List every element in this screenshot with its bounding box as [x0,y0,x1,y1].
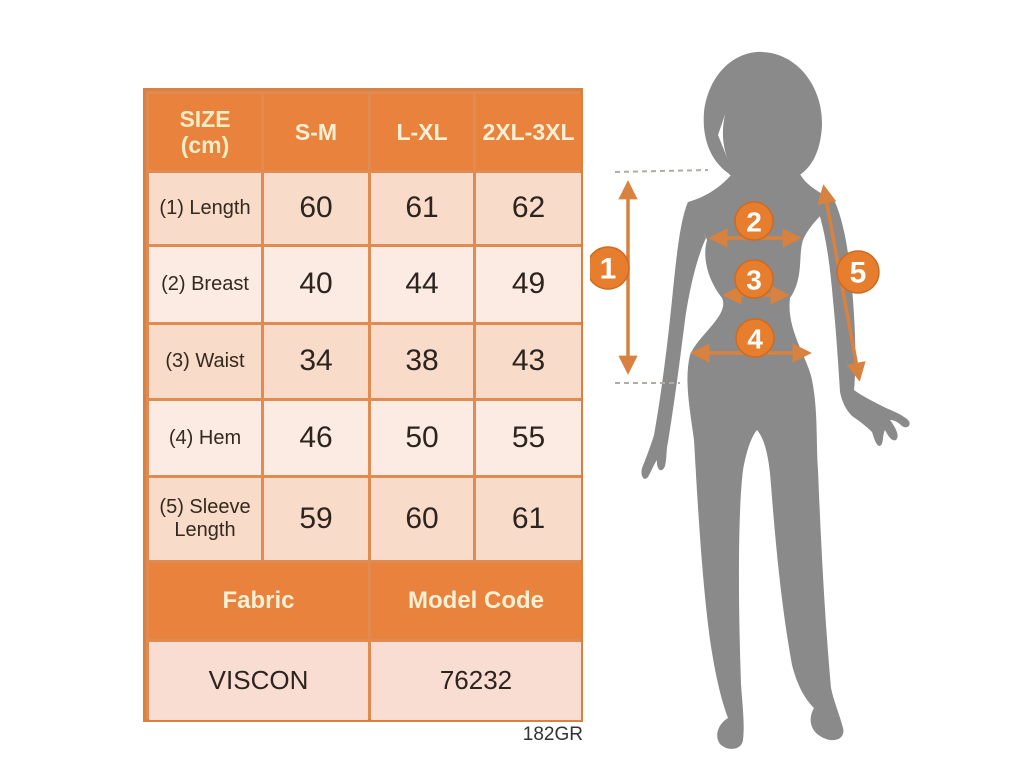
silhouette-body [687,168,844,749]
silhouette-left-arm [641,202,706,479]
figure-svg: 1 2 3 4 5 [586,51,910,749]
row-label-hem: (4) Hem [149,401,261,475]
marker-number-3: 3 [746,265,762,296]
marker-circle-2 [734,201,774,241]
value-waist-2xl3xl: 43 [476,325,581,398]
silhouette-head [703,51,823,195]
value-breast-2xl3xl: 49 [476,247,581,322]
model-code-header: Model Code [371,563,581,639]
woman-silhouette [641,51,910,749]
fabric-header: Fabric [149,563,368,639]
model-code-value: 76232 [371,642,581,720]
row-label-length: (1) Length [149,173,261,244]
value-hem-lxl: 50 [371,401,473,475]
marker-number-2: 2 [746,207,762,238]
value-hem-sm: 46 [264,401,368,475]
dashed-line-top [614,169,709,173]
marker-number-5: 5 [850,257,867,290]
size-table: SIZE (cm) S-M L-XL 2XL-3XL (1) Length 60… [143,88,583,722]
marker-circle-5 [836,250,880,294]
value-sleeve-2xl3xl: 61 [476,478,581,560]
measurement-figure: 1 2 3 4 5 [586,40,1010,760]
row-label-breast: (2) Breast [149,247,261,322]
value-waist-lxl: 38 [371,325,473,398]
value-sleeve-lxl: 60 [371,478,473,560]
row-label-sleeve-length: (5) Sleeve Length [149,478,261,560]
row-label-waist: (3) Waist [149,325,261,398]
marker-number-1: 1 [600,253,617,286]
value-breast-sm: 40 [264,247,368,322]
value-length-lxl: 61 [371,173,473,244]
column-header-2xl3xl: 2XL-3XL [476,94,581,170]
column-header-lxl: L-XL [371,94,473,170]
value-waist-sm: 34 [264,325,368,398]
value-sleeve-sm: 59 [264,478,368,560]
size-unit-header: SIZE (cm) [149,94,261,170]
model-weight-code: 182GR [522,724,583,745]
marker-circle-4 [735,318,775,358]
marker-circle-3 [734,259,774,299]
value-length-2xl3xl: 62 [476,173,581,244]
column-header-sm: S-M [264,94,368,170]
marker-number-4: 4 [747,324,763,355]
value-breast-lxl: 44 [371,247,473,322]
value-hem-2xl3xl: 55 [476,401,581,475]
value-length-sm: 60 [264,173,368,244]
fabric-value: VISCON [149,642,368,720]
